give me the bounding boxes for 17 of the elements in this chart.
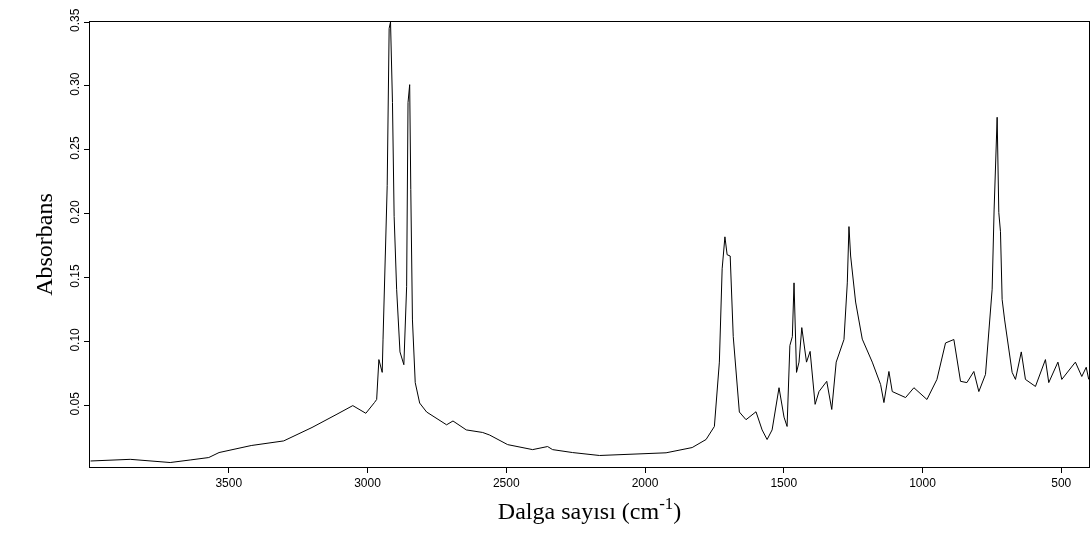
x-tick-label: 2000 [631,476,659,491]
y-tick-label: 0.05 [68,391,83,416]
x-tick-label: 1500 [770,476,798,491]
x-tick-label: 500 [1051,476,1072,491]
y-tick-label: 0.15 [68,263,83,288]
y-tick-label: 0.35 [68,8,83,32]
y-axis-title: Absorbans [31,193,58,296]
x-tick-label: 3500 [215,476,243,491]
x-axis-title: Dalga sayısı (cm$^{-1}$) [497,493,682,524]
line-series [90,22,1089,464]
x-tick-label: 1000 [909,476,937,491]
x-tick-label: 3000 [354,476,382,491]
y-tick-label: 0.20 [68,200,83,224]
y-tick-label: 0.10 [68,327,83,352]
y-tick-label: 0.25 [68,136,83,160]
y-tick-label: 0.30 [68,72,83,96]
x-tick-label: 2500 [492,476,520,491]
